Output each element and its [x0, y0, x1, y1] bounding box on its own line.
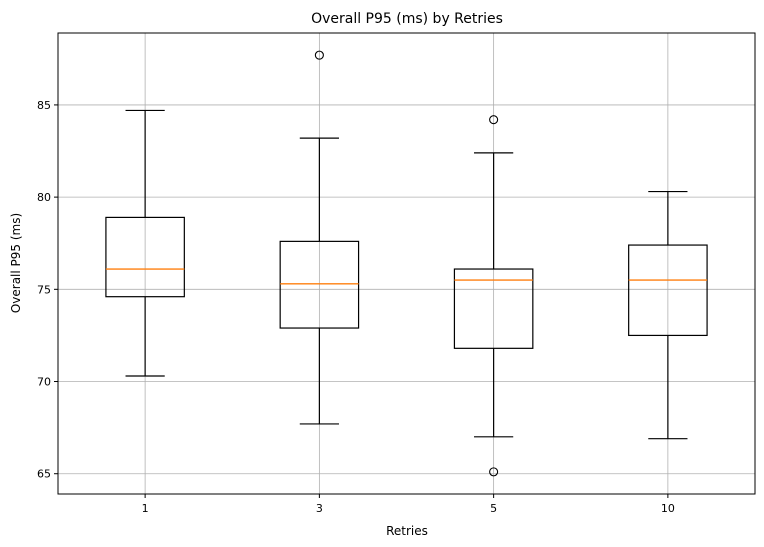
- iqr-box: [453, 268, 534, 349]
- outlier-point: [489, 115, 499, 125]
- iqr-box: [628, 244, 708, 337]
- y-axis-label: Overall P95 (ms): [9, 213, 23, 313]
- iqr-box: [105, 216, 185, 298]
- x-tick-label: 3: [316, 502, 323, 515]
- y-tick-label: 75: [37, 283, 51, 296]
- grid: [58, 33, 755, 494]
- x-tick-label: 5: [490, 502, 497, 515]
- y-tick-label: 85: [37, 99, 51, 112]
- box-5: [453, 115, 534, 477]
- outlier-point: [489, 467, 499, 477]
- chart-title: Overall P95 (ms) by Retries: [311, 11, 503, 27]
- x-tick-label: 10: [661, 502, 675, 515]
- iqr-box: [279, 240, 360, 329]
- y-tick-label: 70: [37, 376, 51, 389]
- outlier-point: [314, 50, 324, 60]
- boxes: [105, 50, 708, 477]
- y-tick-label: 65: [37, 468, 51, 481]
- box-3: [279, 50, 360, 425]
- y-tick-label: 80: [37, 191, 51, 204]
- plot-frame: [57, 32, 756, 495]
- ticks: 65 70 75 80 85 1 3 5 10: [37, 99, 675, 515]
- x-tick-label: 1: [142, 502, 149, 515]
- x-axis-label: Retries: [386, 524, 428, 538]
- box-1: [105, 109, 185, 377]
- box-10: [628, 190, 708, 440]
